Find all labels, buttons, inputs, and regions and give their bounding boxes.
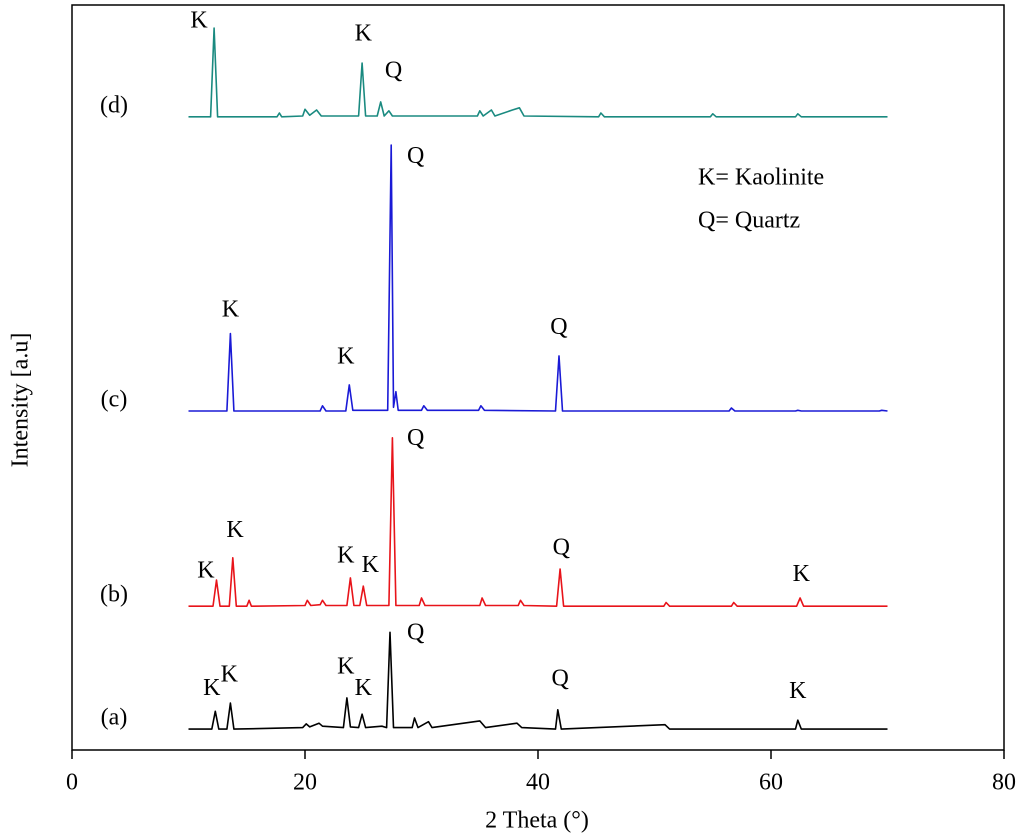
peak-annotation: K — [337, 344, 355, 370]
peak-annotation: K — [221, 662, 239, 688]
peak-annotation: Q — [385, 58, 402, 84]
series-line — [188, 437, 888, 607]
x-tick-label: 0 — [66, 770, 78, 796]
series-line — [188, 631, 888, 730]
legend-note: K= Kaolinite — [698, 165, 824, 191]
y-axis-label: Intensity [a.u] — [8, 333, 34, 468]
peak-annotation: K — [337, 543, 355, 569]
peak-annotation: K — [793, 561, 811, 587]
x-tick-label: 40 — [526, 770, 550, 796]
peak-annotation: K — [197, 557, 215, 583]
series-label: (a) — [101, 705, 128, 731]
peak-annotation: K — [337, 654, 355, 680]
peak-annotation: K — [355, 20, 373, 46]
series-label: (d) — [100, 92, 128, 118]
peak-annotation: Q — [407, 143, 424, 169]
peak-annotation: K — [226, 517, 244, 543]
peak-annotation: Q — [550, 314, 567, 340]
legend-note: Q= Quartz — [698, 208, 800, 234]
series-label: (c) — [101, 387, 128, 413]
x-tick-label: 20 — [293, 770, 317, 796]
peak-annotation: K — [190, 8, 208, 34]
x-tick-label: 80 — [992, 770, 1016, 796]
peak-annotation: K — [355, 675, 373, 701]
x-tick-label: 60 — [759, 770, 783, 796]
peak-annotation: K — [203, 675, 221, 701]
peak-annotation: K — [362, 552, 380, 578]
x-axis-label: 2 Theta (°) — [485, 808, 589, 834]
peak-annotation: Q — [553, 534, 570, 560]
series-line — [188, 27, 888, 118]
peak-annotation: K — [222, 297, 240, 323]
peak-annotation: K — [789, 678, 807, 704]
series-line — [188, 144, 888, 412]
peak-annotation: Q — [407, 619, 424, 645]
peak-annotation: Q — [407, 425, 424, 451]
series-label: (b) — [100, 582, 128, 608]
peak-annotation: Q — [551, 665, 568, 691]
